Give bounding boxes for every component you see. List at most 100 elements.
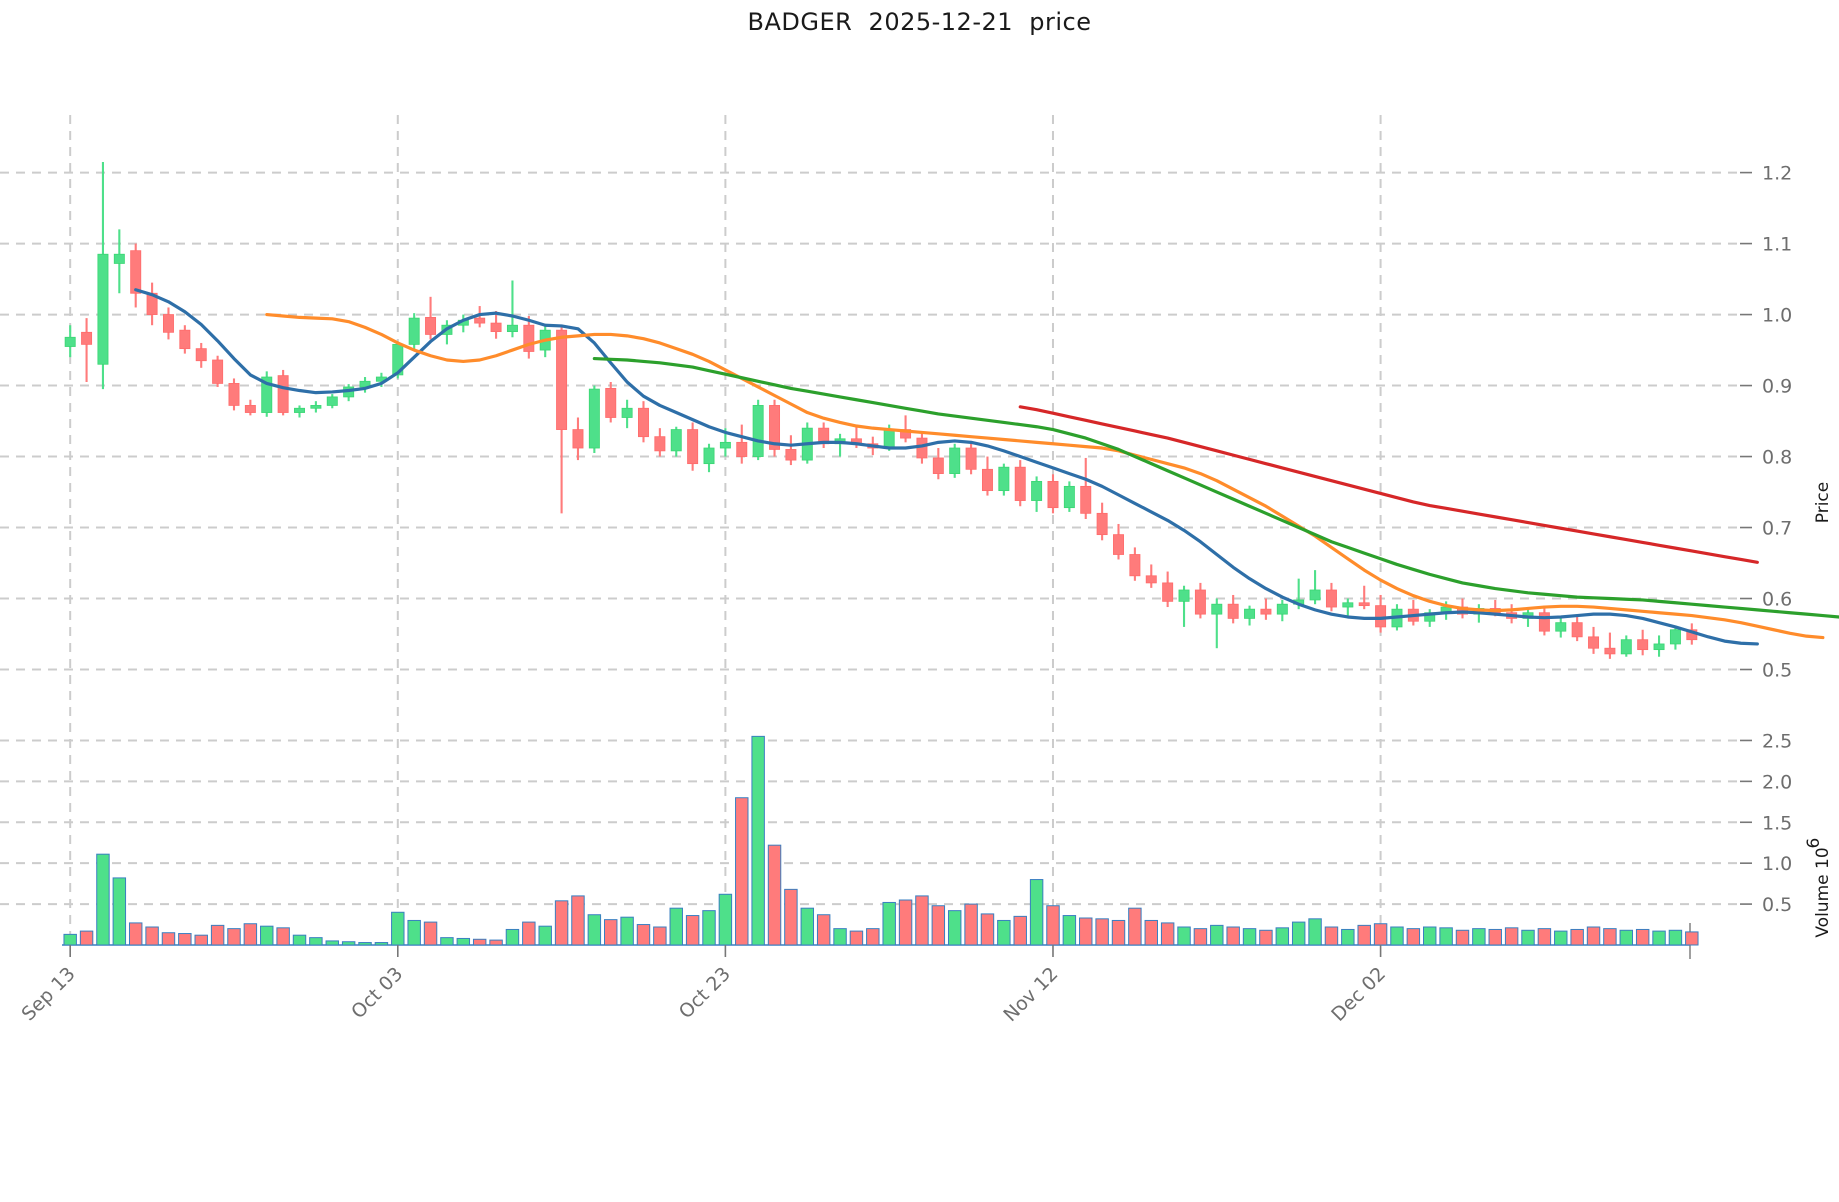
candle-body (1080, 485, 1092, 514)
volume-bar (800, 907, 815, 946)
candle-body (97, 253, 109, 365)
volume-bar (391, 911, 405, 946)
volume-bar (161, 932, 176, 946)
candle-body (1244, 608, 1256, 619)
volume-bar (849, 930, 864, 946)
volume-bar (702, 910, 716, 946)
volume-bar (669, 907, 683, 946)
ma-line-ma-mid (265, 312, 1825, 640)
candle-body (654, 436, 666, 452)
price-tick-label: 0.6 (1762, 589, 1792, 611)
volume-bar (1603, 928, 1617, 946)
volume-bar (1291, 921, 1306, 946)
volume-bar (767, 844, 782, 946)
candle-body (228, 383, 240, 406)
candle-body (1637, 639, 1649, 651)
candle-body (179, 329, 191, 350)
volume-bar (1275, 927, 1290, 946)
volume-bar (1193, 928, 1208, 946)
candle-body (1538, 612, 1550, 632)
volume-bar (1619, 929, 1634, 946)
candle-body (1178, 589, 1190, 602)
volume-series (63, 735, 1699, 946)
date-tick-label: Sep 13 (17, 963, 79, 1025)
volume-bar (1668, 929, 1683, 946)
price-tick-label: 0.7 (1762, 518, 1792, 540)
candle-body (1309, 589, 1321, 601)
candle-body (1669, 629, 1681, 645)
volume-tick-label: 2.0 (1762, 771, 1792, 793)
date-tick-label: Nov 12 (999, 963, 1062, 1026)
candle-body (588, 388, 600, 449)
volume-bar (210, 924, 225, 946)
candle-body (638, 407, 649, 438)
volume-bar (276, 927, 290, 946)
volume-bar (653, 926, 667, 946)
volume-bar (1242, 928, 1257, 946)
volume-bar (472, 938, 487, 946)
volume-bar (947, 910, 962, 946)
volume-bar (735, 797, 749, 946)
volume-bar (1488, 928, 1502, 946)
volume-bar (1210, 924, 1224, 946)
candle-body (310, 405, 322, 409)
volume-bar (194, 934, 208, 946)
volume-bar (1079, 917, 1093, 946)
candle-body (719, 441, 731, 449)
volume-bar (1062, 915, 1077, 946)
candle-body (425, 317, 437, 335)
candle-body (1604, 647, 1616, 655)
candle-body (1162, 582, 1174, 602)
volume-bar (407, 919, 421, 946)
candle-body (212, 359, 224, 384)
volume-bar (866, 928, 880, 946)
candle-body (752, 405, 764, 457)
volume-bar (816, 914, 831, 946)
volume-bar (604, 919, 618, 946)
candle-body (113, 253, 125, 264)
price-tick-label: 0.8 (1762, 447, 1792, 469)
volume-axis-title-group: Volume 106 (1804, 838, 1833, 938)
candle-body (687, 429, 699, 465)
volume-bar (1554, 930, 1568, 946)
candle-body (1620, 639, 1632, 655)
volume-bar (456, 937, 471, 946)
volume-bar (1259, 929, 1273, 946)
candle-body (277, 375, 289, 413)
volume-bar (358, 942, 372, 946)
volume-bar (325, 940, 339, 946)
price-tick-label: 1.2 (1762, 163, 1792, 185)
candle-body (1227, 603, 1239, 619)
volume-bar (128, 922, 143, 946)
date-tick-label: Oct 23 (675, 963, 735, 1023)
volume-bar (898, 899, 913, 946)
volume-bar (1472, 928, 1486, 946)
candle-body (621, 407, 633, 418)
volume-bar (309, 937, 323, 946)
candle-body (1358, 602, 1370, 607)
volume-bar (1111, 919, 1126, 946)
candle-body (1211, 603, 1223, 615)
volume-bar (1046, 905, 1060, 946)
volume-bar (1521, 929, 1535, 946)
candle-body (1375, 605, 1387, 628)
candle-body (1276, 603, 1288, 615)
candle-body (523, 324, 535, 352)
volume-bar (1013, 915, 1027, 946)
volume-bar (1128, 907, 1142, 946)
candle-body (490, 322, 502, 333)
candle-body (670, 429, 682, 452)
candle-body (1129, 554, 1141, 577)
candle-body (556, 329, 568, 430)
volume-bar (79, 930, 94, 946)
volume-tick-label: 1.5 (1762, 812, 1792, 834)
candle-body (916, 437, 928, 459)
volume-bar (243, 923, 258, 946)
candle-body (703, 447, 715, 465)
page-title: BADGER 2025-12-21 price (747, 8, 1092, 36)
candle-body (130, 250, 142, 294)
volume-bar (96, 853, 110, 946)
volume-bar (554, 900, 569, 946)
volume-bar (63, 933, 77, 946)
